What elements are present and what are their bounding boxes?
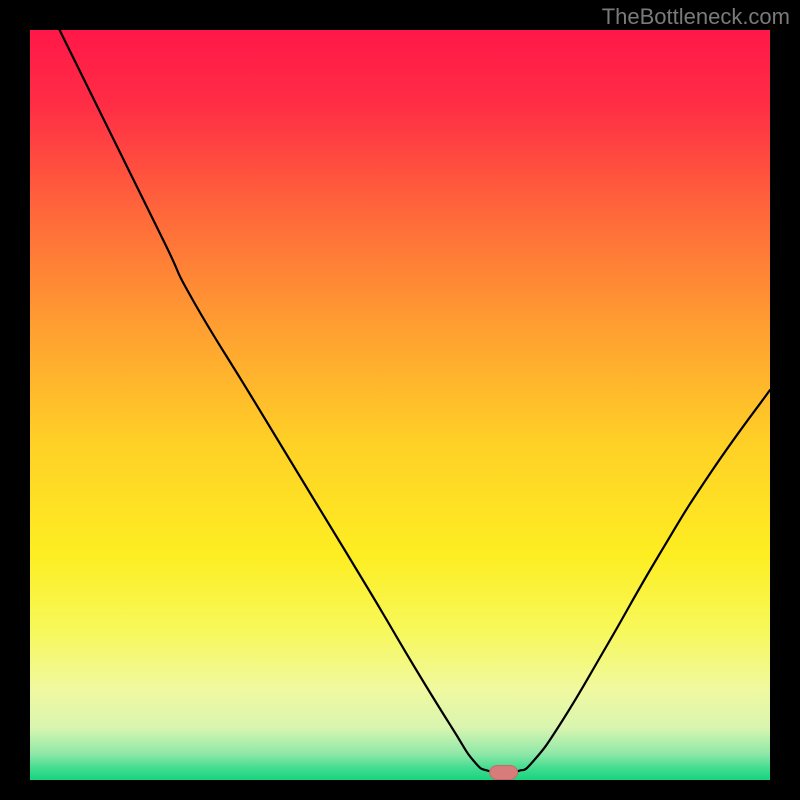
bottleneck-chart: [0, 0, 800, 800]
chart-background-gradient: [30, 30, 770, 780]
optimum-marker: [490, 766, 518, 780]
watermark-text: TheBottleneck.com: [602, 4, 790, 30]
chart-container: TheBottleneck.com: [0, 0, 800, 800]
